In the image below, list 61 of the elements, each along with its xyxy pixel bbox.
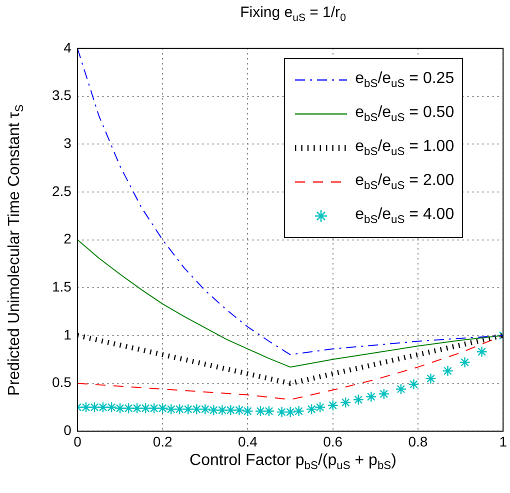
- point: [200, 404, 211, 415]
- point: [140, 402, 152, 414]
- y-tick-label: 0.5: [52, 374, 72, 390]
- line-series: [77, 335, 504, 400]
- y-tick-label: 3.5: [52, 87, 72, 104]
- point: [327, 400, 338, 411]
- point: [293, 406, 304, 417]
- point: [254, 406, 266, 417]
- point: [408, 378, 420, 390]
- x-tick-label: 0: [74, 433, 82, 450]
- legend-label: e$_{bS}$/e$_{uS}$ = 2.00: [355, 172, 454, 192]
- legend-label: e$_{bS}$/e$_{uS}$ = 1.00: [355, 138, 454, 158]
- point: [166, 404, 177, 415]
- point: [106, 402, 118, 413]
- y-tick-label: 2: [64, 230, 72, 247]
- point: [174, 404, 186, 415]
- x-tick-label: 0.8: [408, 433, 428, 450]
- chart-title: Fixing e$_{uS}$ = 1/r$_{0}$: [239, 4, 347, 24]
- point: [276, 406, 288, 418]
- legend-label: e$_{bS}$/e$_{uS}$ = 4.00: [355, 206, 454, 226]
- point: [156, 402, 168, 414]
- point: [216, 404, 228, 416]
- point: [476, 346, 488, 358]
- x-tick-label: 0.6: [323, 433, 343, 450]
- point: [352, 394, 364, 406]
- point: [182, 404, 194, 415]
- point: [425, 372, 436, 384]
- y-tick-label: 4: [64, 39, 72, 56]
- point: [378, 388, 390, 400]
- point: [340, 396, 352, 408]
- point: [97, 402, 109, 413]
- point: [234, 404, 245, 416]
- x-tick-label: 1: [499, 433, 508, 450]
- y-tick-label: 0: [64, 422, 72, 438]
- point: [306, 404, 318, 415]
- legend-label: e$_{bS}$/e$_{uS}$ = 0.25: [355, 70, 454, 90]
- point: [242, 406, 254, 417]
- point: [314, 402, 326, 413]
- point: [191, 404, 202, 415]
- point: [395, 383, 407, 395]
- x-axis-title: Control Factor p$_{bS}$/(p$_{uS}$ + p$_{bS}$): [188, 452, 398, 472]
- x-tick-label: 0.2: [152, 433, 173, 450]
- point: [459, 356, 470, 368]
- y-tick-label: 1: [64, 326, 72, 342]
- point: [263, 406, 275, 417]
- x-tick-label: 0.4: [238, 433, 258, 450]
- point: [366, 391, 377, 402]
- y-tick-label: 3: [64, 134, 72, 151]
- point: [131, 402, 143, 414]
- point: [122, 402, 134, 414]
- point: [284, 406, 296, 418]
- point: [225, 404, 236, 416]
- point: [208, 404, 220, 416]
- legend-label: e$_{bS}$/e$_{uS}$ = 0.50: [355, 104, 454, 124]
- point: [442, 365, 454, 377]
- point: [80, 402, 92, 413]
- point: [114, 402, 126, 414]
- point: [148, 402, 160, 414]
- y-tick-label: 1.5: [52, 278, 72, 295]
- point: [88, 402, 100, 413]
- y-tick-label: 2.5: [52, 182, 72, 199]
